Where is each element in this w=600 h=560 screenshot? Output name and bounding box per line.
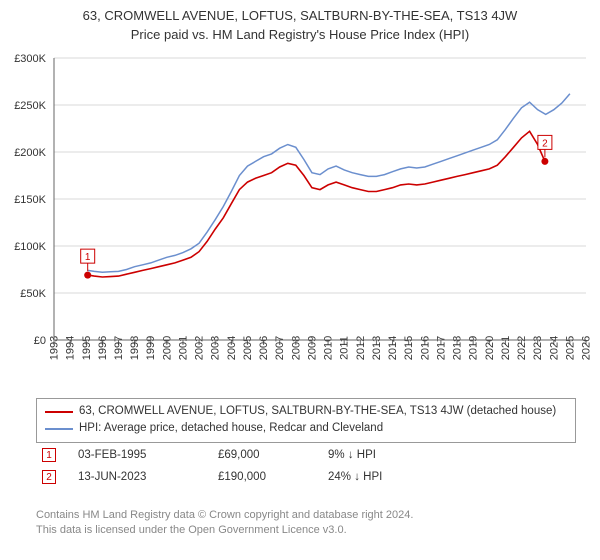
x-tick-label: 2004 [226, 336, 238, 360]
tx-date: 03-FEB-1995 [72, 444, 212, 466]
x-tick-label: 2010 [323, 336, 335, 360]
x-tick-label: 2006 [258, 336, 270, 360]
legend-swatch [45, 411, 73, 413]
legend-label: 63, CROMWELL AVENUE, LOFTUS, SALTBURN-BY… [79, 403, 556, 420]
marker-number: 1 [85, 252, 91, 263]
x-tick-label: 2007 [274, 336, 286, 360]
y-tick-label: £0 [34, 335, 46, 347]
x-tick-label: 2023 [532, 336, 544, 360]
x-tick-label: 2019 [468, 336, 480, 360]
y-tick-label: £250K [14, 100, 46, 112]
data-point-marker [84, 272, 91, 279]
table-row: 1 03-FEB-1995£69,0009% ↓ HPI [36, 444, 576, 466]
tx-delta: 9% ↓ HPI [322, 444, 576, 466]
x-tick-label: 1993 [49, 336, 61, 360]
x-tick-label: 2021 [500, 336, 512, 360]
y-tick-label: £200K [14, 147, 46, 159]
tx-date: 13-JUN-2023 [72, 466, 212, 488]
legend-row: 63, CROMWELL AVENUE, LOFTUS, SALTBURN-BY… [45, 403, 567, 420]
marker-number: 2 [542, 138, 548, 149]
x-tick-label: 2018 [452, 336, 464, 360]
y-tick-label: £300K [14, 53, 46, 65]
table-row: 2 13-JUN-2023£190,00024% ↓ HPI [36, 466, 576, 488]
x-tick-label: 2016 [419, 336, 431, 360]
legend-label: HPI: Average price, detached house, Redc… [79, 420, 383, 437]
transaction-table: 1 03-FEB-1995£69,0009% ↓ HPI 2 13-JUN-2023£… [36, 444, 576, 488]
x-tick-label: 2017 [435, 336, 447, 360]
x-tick-label: 2001 [177, 336, 189, 360]
x-tick-label: 2009 [306, 336, 318, 360]
y-tick-label: £150K [14, 194, 46, 206]
x-tick-label: 1994 [65, 336, 77, 360]
legend-swatch [45, 428, 73, 430]
x-tick-label: 1996 [97, 336, 109, 360]
x-tick-label: 1995 [81, 336, 93, 360]
footnote: Contains HM Land Registry data © Crown c… [36, 508, 576, 538]
x-tick-label: 2015 [403, 336, 415, 360]
legend-row: HPI: Average price, detached house, Redc… [45, 420, 567, 437]
data-point-marker [541, 158, 548, 165]
footnote-line: Contains HM Land Registry data © Crown c… [36, 508, 576, 523]
x-tick-label: 2014 [387, 336, 399, 360]
x-tick-label: 2005 [242, 336, 254, 360]
y-tick-label: £50K [20, 288, 46, 300]
x-tick-label: 2000 [161, 336, 173, 360]
marker-ref: 2 [42, 470, 56, 484]
chart-title: 63, CROMWELL AVENUE, LOFTUS, SALTBURN-BY… [0, 0, 600, 23]
line-chart: £0 £50K £100K £150K £200K £250K £300K 1993 1994 1… [0, 50, 600, 390]
x-tick-label: 2002 [194, 336, 206, 360]
x-tick-label: 2020 [484, 336, 496, 360]
chart-area: £0 £50K £100K £150K £200K £250K £300K 1993 1994 1… [0, 50, 600, 390]
x-tick-label: 1997 [113, 336, 125, 360]
x-tick-label: 2025 [564, 336, 576, 360]
x-tick-label: 2008 [290, 336, 302, 360]
tx-delta: 24% ↓ HPI [322, 466, 576, 488]
x-tick-label: 1998 [129, 336, 141, 360]
x-tick-label: 2024 [548, 336, 560, 360]
series-price_paid [88, 131, 545, 277]
tx-price: £190,000 [212, 466, 322, 488]
footnote-line: This data is licensed under the Open Gov… [36, 523, 576, 538]
x-tick-label: 2022 [516, 336, 528, 360]
x-tick-label: 1999 [145, 336, 157, 360]
marker-ref: 1 [42, 448, 56, 462]
x-tick-label: 2003 [210, 336, 222, 360]
x-tick-label: 2013 [371, 336, 383, 360]
legend: 63, CROMWELL AVENUE, LOFTUS, SALTBURN-BY… [36, 398, 576, 443]
x-tick-label: 2012 [355, 336, 367, 360]
tx-price: £69,000 [212, 444, 322, 466]
x-tick-label: 2026 [581, 336, 593, 360]
y-tick-label: £100K [14, 241, 46, 253]
chart-subtitle: Price paid vs. HM Land Registry's House … [0, 23, 600, 48]
